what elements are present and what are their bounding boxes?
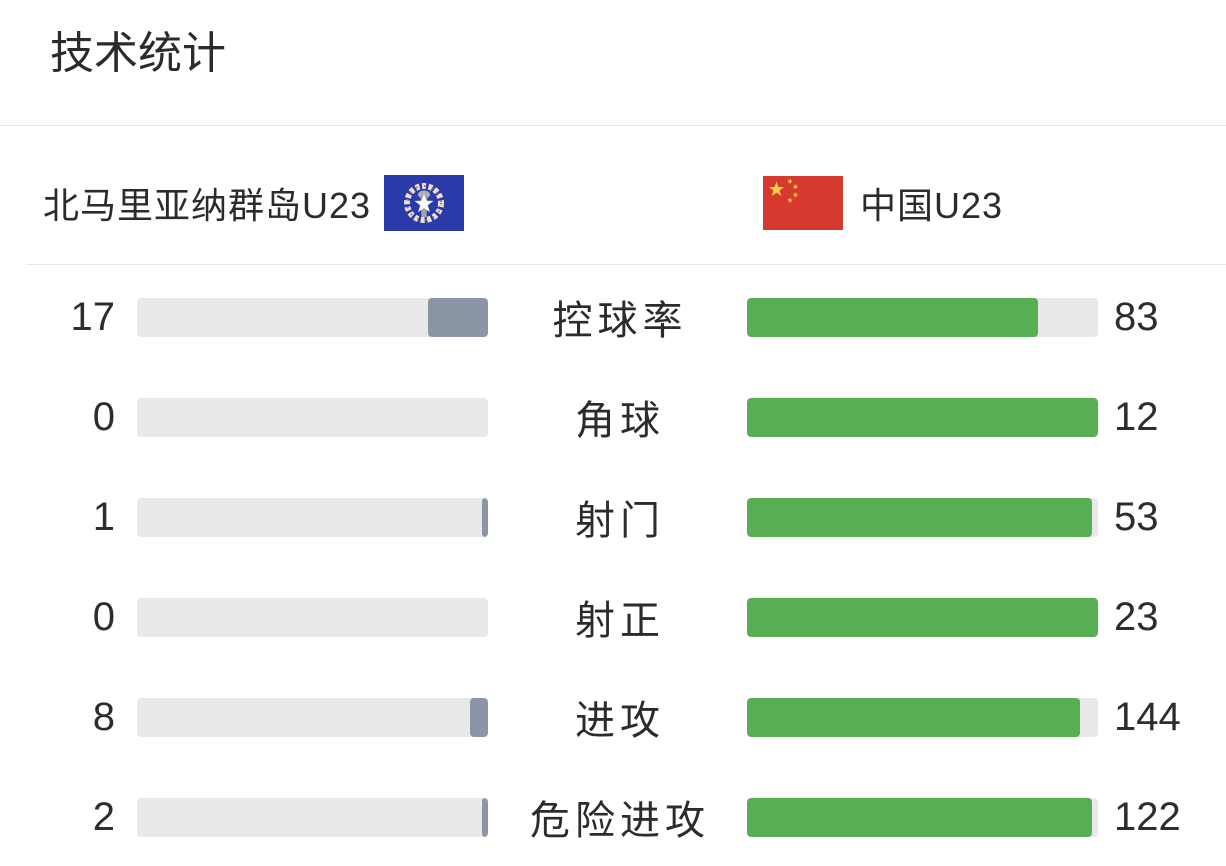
stat-label: 危险进攻	[530, 799, 710, 843]
stat-label: 射门	[575, 499, 665, 543]
stat-label: 射正	[575, 599, 665, 643]
away-stat-bar	[747, 597, 1098, 637]
away-team: 中国U23	[763, 175, 1003, 231]
away-stat-bar	[747, 297, 1098, 337]
away-team-name: 中国U23	[860, 185, 1004, 226]
home-stat-bar	[137, 497, 488, 537]
away-stat-bar	[747, 797, 1098, 837]
page-title: 技术统计	[50, 29, 226, 78]
china-flag-icon	[763, 176, 843, 230]
stats-list: 17 控球率 83 0 角球 12 1 射门 53 0	[0, 265, 1226, 866]
home-team: 北马里亚纳群岛U23	[43, 175, 465, 231]
away-stat-value: 23	[1114, 594, 1159, 639]
stat-label: 进攻	[575, 699, 665, 743]
stat-label: 控球率	[552, 299, 688, 343]
home-stat-bar	[137, 297, 488, 337]
away-stat-value: 144	[1114, 694, 1181, 739]
northern-mariana-islands-flag-icon	[384, 175, 465, 231]
away-stat-value: 12	[1114, 394, 1159, 439]
stat-label: 角球	[575, 399, 665, 443]
home-team-name: 北马里亚纳群岛U23	[43, 185, 372, 226]
teams-row: 北马里亚纳群岛U23 中国U23	[0, 126, 1226, 264]
home-stat-value: 0	[92, 594, 115, 639]
home-stat-bar-fill	[481, 497, 488, 537]
home-stat-bar	[137, 797, 488, 837]
away-stat-value: 83	[1114, 294, 1159, 339]
home-stat-value: 8	[92, 694, 115, 739]
home-stat-bar-fill	[469, 697, 488, 737]
away-stat-bar	[747, 397, 1098, 437]
away-stat-bar-fill	[747, 597, 1098, 637]
home-stat-bar	[137, 697, 488, 737]
away-stat-bar	[747, 697, 1098, 737]
stat-row: 2 危险进攻 122	[0, 767, 1226, 866]
away-stat-value: 122	[1114, 794, 1181, 839]
home-stat-value: 2	[92, 794, 115, 839]
stat-row: 1 射门 53	[0, 467, 1226, 567]
home-stat-bar-fill	[482, 797, 488, 837]
stat-row: 0 射正 23	[0, 567, 1226, 667]
home-stat-value: 1	[92, 494, 115, 539]
teams-divider	[27, 264, 1226, 265]
away-stat-bar	[747, 497, 1098, 537]
away-stat-bar-fill	[747, 397, 1098, 437]
home-stat-bar	[137, 397, 488, 437]
stat-row: 8 进攻 144	[0, 667, 1226, 767]
home-stat-value: 0	[92, 394, 115, 439]
home-stat-bar	[137, 597, 488, 637]
home-stat-bar-fill	[428, 297, 488, 337]
stat-row: 0 角球 12	[0, 367, 1226, 467]
away-stat-value: 53	[1114, 494, 1159, 539]
away-stat-bar-fill	[747, 297, 1039, 337]
away-stat-bar-fill	[747, 497, 1092, 537]
stats-header: 技术统计	[0, 0, 1226, 126]
away-stat-bar-fill	[747, 797, 1093, 837]
home-stat-value: 17	[70, 294, 116, 339]
stat-row: 17 控球率 83	[0, 267, 1226, 367]
away-stat-bar-fill	[747, 697, 1080, 737]
